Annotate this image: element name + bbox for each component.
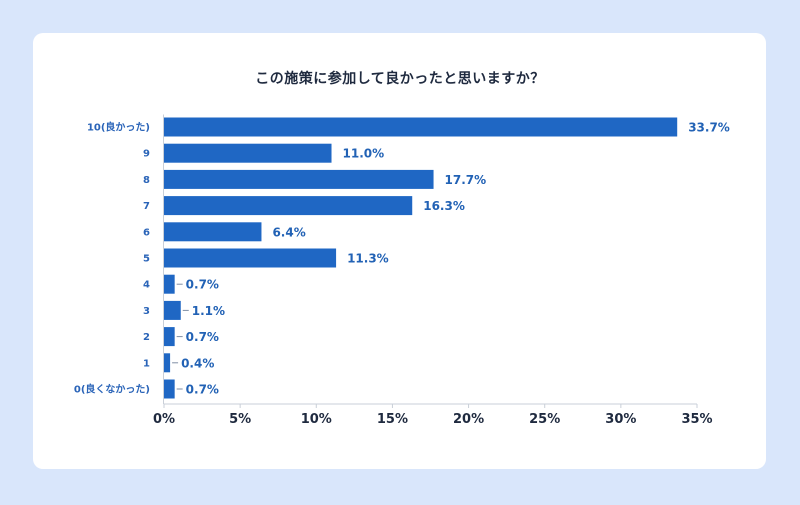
- x-tick-label: 25%: [529, 412, 560, 427]
- value-label: 11.3%: [347, 252, 389, 266]
- bar: [164, 222, 262, 242]
- category-label: 0(良くなかった): [74, 383, 150, 396]
- x-tick-label: 20%: [453, 412, 484, 427]
- bar: [164, 353, 171, 373]
- value-label: 33.7%: [688, 121, 730, 135]
- value-label: 17.7%: [445, 173, 487, 187]
- x-axis: 0% 5% 10% 15% 20% 25% 30% 35%: [153, 114, 713, 427]
- chart-title: この施策に参加して良かったと思いますか？: [255, 71, 545, 87]
- bar: [164, 300, 181, 320]
- value-label: 0.7%: [186, 278, 219, 292]
- value-label: 0.7%: [186, 330, 219, 344]
- category-label: 7: [143, 201, 150, 212]
- category-label: 2: [143, 332, 150, 343]
- bar: [164, 117, 678, 137]
- x-tick-label: 0%: [153, 412, 175, 427]
- category-label: 9: [143, 149, 150, 160]
- x-tick-label: 35%: [681, 412, 712, 427]
- x-tick-label: 5%: [229, 412, 251, 427]
- bar: [164, 143, 332, 163]
- value-label: 16.3%: [423, 199, 465, 213]
- x-tick-label: 10%: [301, 412, 332, 427]
- value-label: 11.0%: [343, 147, 385, 161]
- bar: [164, 196, 413, 216]
- category-label: 5: [143, 254, 150, 265]
- bars-group: 10(良かった) 33.7%9 11.0%8 17.7%7 16.3%6 6.4%5 11.…: [74, 117, 730, 399]
- category-label: 10(良かった): [87, 121, 150, 134]
- bar: [164, 169, 434, 189]
- category-label: 6: [143, 227, 150, 238]
- value-label: 0.4%: [181, 356, 214, 370]
- value-label: 1.1%: [192, 304, 225, 318]
- category-label: 4: [143, 280, 150, 291]
- x-tick-label: 15%: [377, 412, 408, 427]
- value-label: 0.7%: [186, 383, 219, 397]
- bar: [164, 248, 337, 268]
- bar: [164, 379, 175, 399]
- value-label: 6.4%: [272, 225, 305, 239]
- category-label: 1: [143, 358, 150, 369]
- x-tick-label: 30%: [605, 412, 636, 427]
- bar: [164, 327, 175, 347]
- bar: [164, 274, 175, 294]
- category-label: 8: [143, 175, 150, 186]
- category-label: 3: [143, 306, 150, 317]
- chart-card: [33, 33, 766, 469]
